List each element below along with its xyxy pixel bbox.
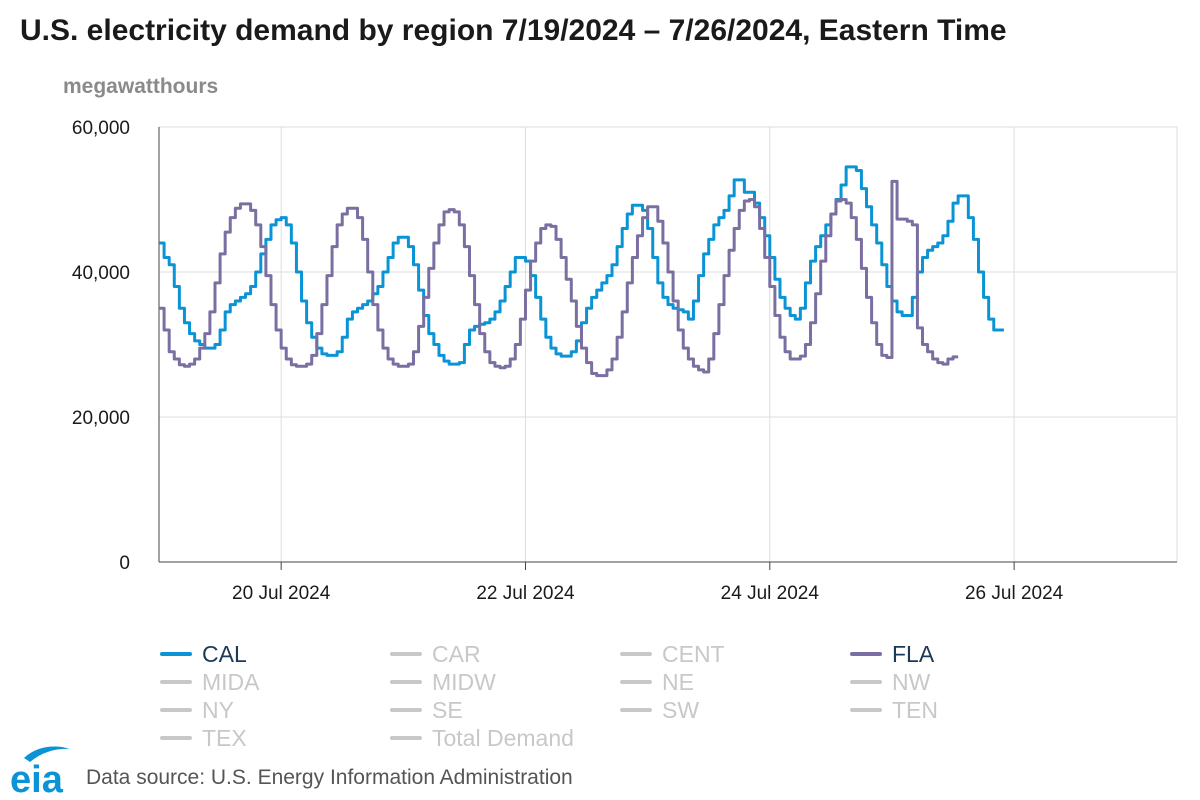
legend-label: MIDW — [432, 668, 496, 695]
legend-item-midw[interactable]: MIDW — [390, 668, 496, 696]
legend-swatch — [620, 652, 652, 656]
legend-label: NY — [202, 696, 234, 723]
legend-item-nw[interactable]: NW — [850, 668, 930, 696]
legend-label: SE — [432, 696, 463, 723]
legend-label: TEN — [892, 696, 938, 723]
legend-item-ten[interactable]: TEN — [850, 696, 938, 724]
legend-swatch — [160, 652, 192, 656]
chart-title: U.S. electricity demand by region 7/19/2… — [20, 14, 1007, 47]
x-tick-label: 26 Jul 2024 — [965, 583, 1064, 604]
svg-text:eia: eia — [10, 759, 64, 796]
gridlines — [159, 126, 1178, 562]
x-tick-label: 22 Jul 2024 — [476, 583, 575, 604]
legend-label: FLA — [892, 640, 935, 667]
legend-item-car[interactable]: CAR — [390, 640, 481, 668]
chart-plot-area[interactable]: 0 20,000 40,000 60,000 20 Jul 2024 22 Jul 202… — [0, 0, 1200, 620]
legend-swatch — [850, 708, 882, 712]
legend-label: MIDA — [202, 668, 260, 695]
legend-item-ne[interactable]: NE — [620, 668, 694, 696]
legend-label: SW — [662, 696, 700, 723]
axes — [158, 127, 1177, 570]
eia-logo[interactable]: eia — [10, 744, 72, 796]
y-axis-units-label: megawatthours — [63, 75, 219, 98]
legend-item-ny[interactable]: NY — [160, 696, 234, 724]
legend-swatch — [390, 652, 422, 656]
legend-item-se[interactable]: SE — [390, 696, 463, 724]
data-series — [159, 165, 1004, 378]
legend-item-tex[interactable]: TEX — [160, 724, 247, 752]
legend-swatch — [160, 680, 192, 684]
legend-label: NE — [662, 668, 694, 695]
y-tick-label: 20,000 — [72, 408, 130, 429]
legend-label: CENT — [662, 640, 725, 667]
legend-swatch — [620, 708, 652, 712]
legend-item-sw[interactable]: SW — [620, 696, 699, 724]
y-tick-label: 60,000 — [72, 118, 130, 139]
legend-item-cal[interactable]: CAL — [160, 640, 247, 668]
legend-item-mida[interactable]: MIDA — [160, 668, 260, 696]
legend-swatch — [390, 736, 422, 740]
legend-item-total-demand[interactable]: Total Demand — [390, 724, 574, 752]
x-tick-label: 20 Jul 2024 — [232, 583, 331, 604]
series-line-fla[interactable] — [159, 179, 959, 378]
legend-swatch — [620, 680, 652, 684]
legend-item-fla[interactable]: FLA — [850, 640, 934, 668]
legend-swatch — [850, 652, 882, 656]
legend-swatch — [160, 736, 192, 740]
legend-label: CAR — [432, 640, 481, 667]
legend-label: CAL — [202, 640, 247, 667]
legend-label: NW — [892, 668, 931, 695]
legend-label: Total Demand — [432, 724, 574, 751]
footer: eia Data source: U.S. Energy Information… — [10, 740, 573, 796]
y-tick-label: 0 — [119, 553, 130, 574]
legend-swatch — [390, 708, 422, 712]
data-source-note: Data source: U.S. Energy Information Adm… — [86, 766, 573, 789]
tick-labels: 0 20,000 40,000 60,000 20 Jul 2024 22 Jul 202… — [72, 118, 1064, 604]
legend-item-cent[interactable]: CENT — [620, 640, 725, 668]
legend-swatch — [390, 680, 422, 684]
legend-swatch — [160, 708, 192, 712]
legend-label: TEX — [202, 724, 247, 751]
legend-swatch — [850, 680, 882, 684]
x-tick-label: 24 Jul 2024 — [721, 583, 820, 604]
y-tick-label: 40,000 — [72, 263, 130, 284]
